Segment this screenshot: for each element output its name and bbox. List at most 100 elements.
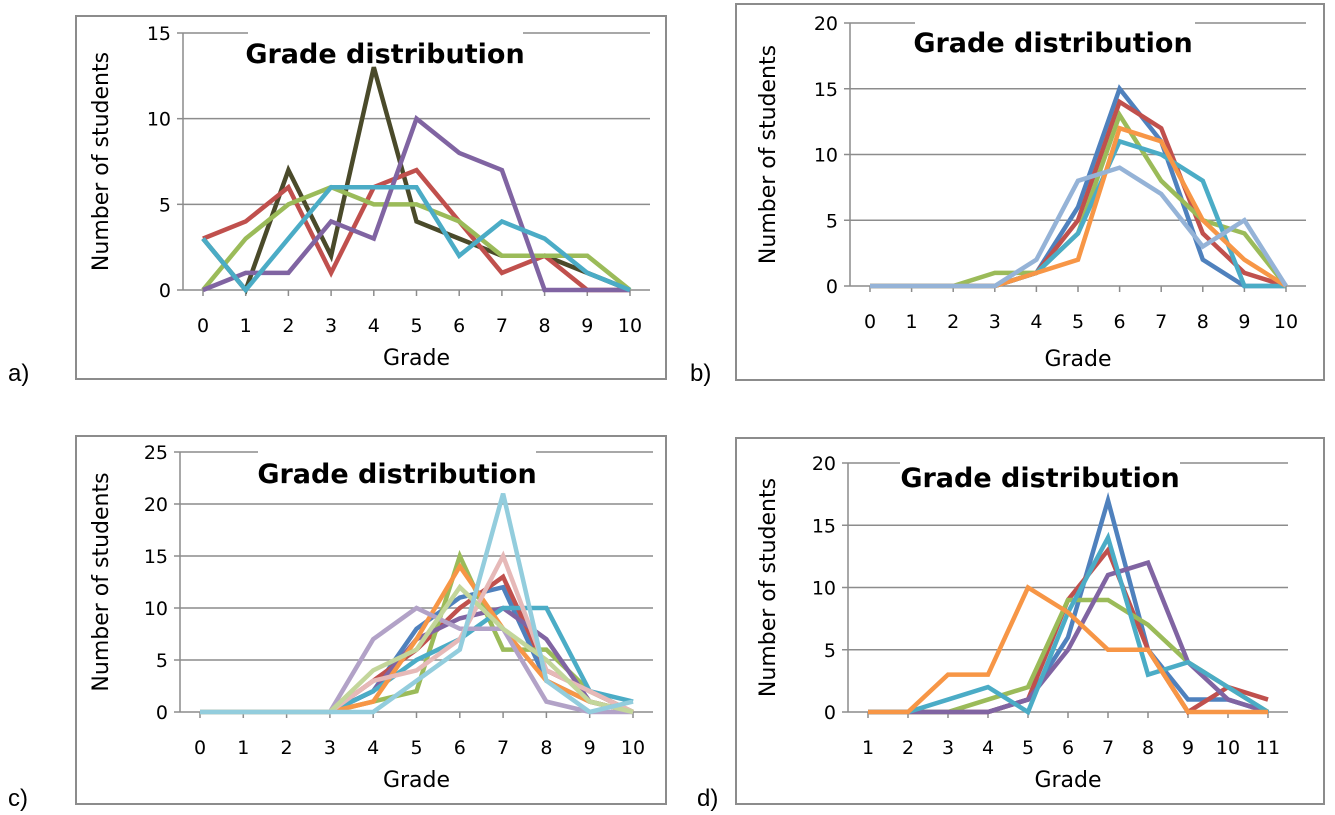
x-tick-label: 1 [237,737,249,759]
x-tick-label: 7 [497,737,509,759]
x-tick-label: 1 [862,737,874,759]
panel-letter: d) [697,785,719,812]
series-line-6 [870,165,1288,289]
series-line-4 [868,559,1269,715]
x-tick-label: 6 [1114,311,1126,333]
y-tick-label: 20 [814,13,838,35]
x-axis-label: Grade [1044,347,1111,372]
x-tick-label: 8 [540,737,552,759]
y-tick-label: 10 [144,598,168,620]
y-tick-label: 15 [814,79,838,101]
series-line-5 [868,531,1270,716]
series-line-2 [202,167,630,293]
x-tick-label: 8 [539,315,551,337]
x-tick-label: 9 [1238,311,1250,333]
x-tick-label: 5 [1022,737,1034,759]
x-tick-label: 2 [282,315,294,337]
y-tick-label: 25 [144,442,168,464]
y-tick-label: 10 [812,578,836,600]
x-tick-label: 3 [989,311,1001,333]
chart-frame [735,3,1325,381]
y-tick-label: 15 [812,515,836,537]
y-tick-label: 5 [824,640,836,662]
x-axis-label: Grade [1034,768,1101,793]
y-tick-label: 15 [144,546,168,568]
y-tick-label: 10 [814,145,838,167]
chart-b: 0 5 10 15 20 0 1 2 3 4 5 6 7 8 9 10 Grade distribution Gr… [756,13,1306,372]
x-tick-label: 8 [1142,737,1154,759]
y-tick-label: 10 [147,109,171,131]
y-tick-label: 0 [826,276,838,298]
x-tick-label: 3 [324,737,336,759]
panel-c: c) 0 5 10 15 20 25 0 1 2 3 4 5 6 7 8 9 10 Grade distribut… [8,435,667,812]
series-line-6 [868,584,1268,715]
chart-title: Grade distribution [257,459,536,490]
panel-letter: b) [690,360,712,387]
x-tick-label: 10 [1216,737,1240,759]
series-line-10 [200,492,634,715]
series-line-3 [201,184,632,292]
y-axis-label: Number of students [89,52,114,271]
series-line-5 [201,184,631,294]
x-tick-label: 1 [906,311,918,333]
x-tick-label: 2 [281,737,293,759]
chart-frame [75,435,667,805]
y-axis-label: Number of students [89,472,114,691]
series-line-1 [201,66,631,295]
y-tick-label: 15 [147,23,171,45]
chart-title: Grade distribution [913,28,1192,59]
x-tick-label: 2 [947,311,959,333]
x-tick-label: 0 [864,311,876,333]
panel-b: b) 0 5 10 15 20 0 1 2 3 4 5 6 7 8 9 10 Grade distributio… [0,0,1335,390]
x-tick-label: 11 [1256,737,1280,759]
x-tick-label: 7 [1155,311,1167,333]
chart-a: 0 5 10 15 0 1 2 3 4 5 6 7 8 9 10 Grade distribution Grad… [89,23,650,371]
x-tick-label: 4 [982,737,994,759]
x-tick-label: 8 [1197,311,1209,333]
y-tick-label: 0 [824,702,836,724]
panel-letter: c) [8,785,28,812]
x-tick-label: 9 [581,315,593,337]
y-axis-label: Number of students [756,478,781,697]
panel-letter: a) [8,360,30,387]
series-line-4 [202,114,630,293]
x-tick-label: 0 [197,315,209,337]
y-tick-label: 0 [156,702,168,724]
x-tick-label: 3 [325,315,337,337]
chart-title: Grade distribution [900,463,1179,494]
x-tick-label: 3 [942,737,954,759]
chart-c: 0 5 10 15 20 25 0 1 2 3 4 5 6 7 8 9 10 Grade distribution… [89,442,653,793]
y-tick-label: 20 [812,453,836,475]
chart-frame [735,437,1325,805]
x-tick-label: 6 [1062,737,1074,759]
x-tick-label: 5 [1072,311,1084,333]
x-tick-label: 5 [410,737,422,759]
y-tick-label: 20 [144,494,168,516]
panel-a: a) 0 5 10 15 0 1 2 3 4 5 6 7 8 9 10 Grade distribution G… [0,0,670,390]
y-axis-label: Number of students [756,45,781,264]
x-tick-label: 10 [618,315,642,337]
x-tick-label: 0 [194,737,206,759]
chart-title: Grade distribution [245,39,524,70]
y-tick-label: 0 [159,280,171,302]
x-tick-label: 4 [368,315,380,337]
x-tick-label: 10 [1274,311,1298,333]
y-tick-label: 5 [159,194,171,216]
x-tick-label: 6 [454,737,466,759]
x-tick-label: 10 [621,737,645,759]
x-tick-label: 7 [1102,737,1114,759]
x-axis-label: Grade [383,346,450,371]
y-tick-label: 5 [826,210,838,232]
x-tick-label: 4 [367,737,379,759]
y-tick-label: 5 [156,650,168,672]
x-tick-label: 9 [1182,737,1194,759]
x-tick-label: 5 [410,315,422,337]
x-tick-label: 4 [1030,311,1042,333]
x-tick-label: 1 [240,315,252,337]
x-tick-label: 6 [453,315,465,337]
x-tick-label: 9 [584,737,596,759]
x-tick-label: 7 [496,315,508,337]
x-tick-label: 2 [902,737,914,759]
